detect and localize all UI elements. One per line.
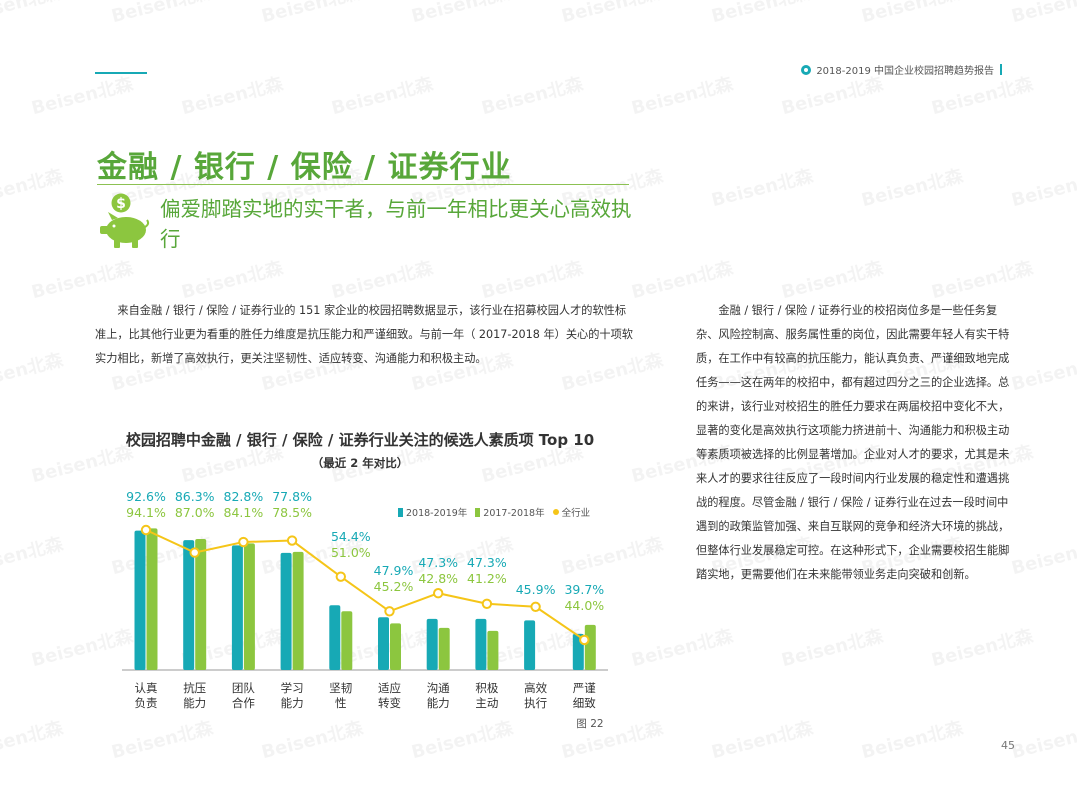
- industry-line: [145, 529, 585, 641]
- bar: [243, 543, 255, 670]
- bar: [426, 618, 438, 670]
- data-label: 94.1%: [126, 505, 166, 520]
- bar: [438, 627, 450, 670]
- bar: [524, 620, 536, 670]
- category-label: 主动: [475, 696, 498, 710]
- legend-label: 2018-2019年: [406, 508, 468, 519]
- data-label: 44.0%: [564, 598, 604, 613]
- data-label: 47.9%: [374, 563, 414, 578]
- industry-point: [530, 601, 541, 612]
- bar: [183, 540, 195, 670]
- category-label: 团队: [232, 681, 255, 695]
- category-label: 合作: [232, 696, 255, 710]
- data-label: 45.9%: [516, 582, 556, 597]
- bar: [134, 530, 146, 670]
- bar: [378, 617, 389, 670]
- header-divider: [1000, 64, 1002, 75]
- category-label: 执行: [524, 696, 547, 710]
- industry-point: [481, 598, 493, 609]
- data-label: 84.1%: [224, 505, 264, 520]
- data-label: 42.8%: [418, 571, 458, 586]
- data-label: 51.0%: [331, 545, 371, 560]
- bar: [280, 552, 292, 670]
- bar: [390, 623, 401, 670]
- industry-point: [286, 535, 298, 546]
- bar: [292, 551, 304, 670]
- category-label: 负责: [135, 696, 158, 710]
- data-label: 78.5%: [272, 505, 312, 520]
- data-label: 77.8%: [272, 489, 312, 504]
- section-subtitle: 偏爱脚踏实地的实干者，与前一年相比更关心高效执行: [160, 197, 632, 251]
- legend-item-industry: 全行业: [552, 505, 591, 519]
- bar: [487, 630, 499, 670]
- category-label: 沟通: [427, 681, 450, 695]
- data-label: 86.3%: [175, 489, 215, 504]
- category-label: 严谨: [573, 681, 596, 695]
- industry-point: [140, 524, 152, 536]
- category-label: 认真: [135, 681, 158, 695]
- top-accent-rule: [95, 72, 147, 74]
- industry-point: [238, 536, 249, 548]
- bar: [341, 611, 353, 670]
- category-label: 抗压: [183, 681, 206, 695]
- category-label: 转变: [378, 696, 401, 710]
- bar: [329, 605, 341, 670]
- category-label: 积极: [475, 681, 498, 695]
- category-label: 能力: [281, 696, 304, 710]
- chart-title: 校园招聘中金融 / 银行 / 保险 / 证券行业关注的候选人素质项 Top 10: [125, 431, 595, 449]
- piggy-bank-icon: $: [100, 193, 150, 248]
- category-label: 性: [335, 696, 347, 710]
- category-label: 细致: [573, 696, 596, 710]
- data-label: 47.3%: [418, 555, 458, 570]
- section-title-rule: [97, 184, 629, 185]
- data-label: 39.7%: [564, 582, 604, 597]
- category-label: 能力: [427, 696, 450, 710]
- legend-swatch-yellow: [552, 509, 559, 515]
- svg-text:$: $: [116, 196, 126, 212]
- data-label: 45.2%: [374, 579, 414, 594]
- industry-point: [335, 571, 346, 582]
- category-label: 高效: [524, 681, 547, 695]
- legend-label: 2017-2018年: [483, 508, 545, 519]
- bar: [584, 624, 596, 670]
- legend-item-2018-2019: 2018-2019年: [398, 505, 467, 519]
- analysis-paragraph: 金融 / 银行 / 保险 / 证券行业的校招岗位多是一些任务复杂、风险控制高、服…: [696, 304, 1010, 581]
- bar: [195, 539, 207, 670]
- data-label: 54.4%: [331, 529, 371, 544]
- industry-point: [189, 547, 200, 558]
- data-label: 82.8%: [224, 489, 264, 504]
- bar: [231, 545, 243, 670]
- section-title: 金融 / 银行 / 保险 / 证券行业: [97, 150, 512, 185]
- data-label: 47.3%: [467, 555, 507, 570]
- figure-label: 图 22: [576, 718, 604, 730]
- report-header: 2018-2019 中国企业校园招聘趋势报告: [801, 62, 1002, 77]
- bar: [475, 618, 487, 670]
- industry-point: [579, 634, 590, 646]
- data-label: 41.2%: [467, 571, 507, 586]
- data-label: 92.6%: [126, 489, 166, 504]
- report-logo-icon: [801, 64, 812, 75]
- category-label: 学习: [281, 681, 304, 695]
- intro-paragraph: 来自金融 / 银行 / 保险 / 证券行业的 151 家企业的校园招聘数据显示，…: [95, 304, 633, 365]
- chart-subtitle: （最近 2 年对比）: [311, 456, 409, 470]
- chart-legend: 2018-2019年 2017-2018年 全行业: [398, 505, 598, 519]
- industry-point: [384, 606, 395, 617]
- bar: [146, 528, 158, 670]
- page-number: 45: [1001, 739, 1015, 752]
- category-label: 能力: [183, 696, 206, 710]
- legend-label: 全行业: [561, 508, 591, 519]
- category-label: 适应: [378, 681, 401, 695]
- industry-point: [433, 588, 444, 599]
- report-title: 2018-2019 中国企业校园招聘趋势报告: [816, 66, 994, 77]
- category-label: 坚韧: [329, 681, 352, 695]
- data-label: 87.0%: [175, 505, 215, 520]
- legend-swatch-teal: [398, 507, 403, 517]
- legend-item-2017-2018: 2017-2018年: [475, 505, 545, 519]
- legend-swatch-green: [475, 507, 481, 517]
